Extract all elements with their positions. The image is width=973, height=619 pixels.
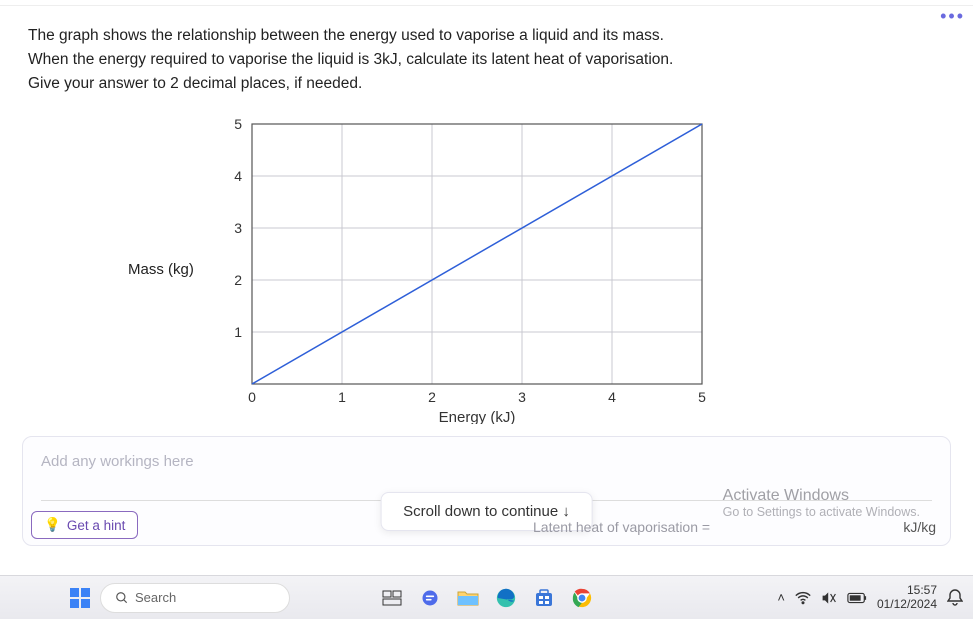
- activate-title: Activate Windows: [723, 487, 920, 505]
- get-hint-button[interactable]: 💡 Get a hint: [31, 511, 138, 539]
- question-line-2: When the energy required to vaporise the…: [28, 48, 945, 72]
- svg-text:5: 5: [698, 389, 706, 405]
- edge-icon[interactable]: [494, 586, 518, 610]
- answer-label: Latent heat of vaporisation =: [533, 519, 710, 535]
- workings-input[interactable]: Add any workings here: [41, 453, 932, 470]
- taskbar-left: Search: [70, 583, 290, 613]
- more-options-button[interactable]: •••: [940, 6, 965, 27]
- clock-date: 01/12/2024: [877, 598, 937, 611]
- svg-text:Energy (kJ): Energy (kJ): [439, 409, 516, 424]
- activate-windows-watermark: Activate Windows Go to Settings to activ…: [723, 487, 920, 519]
- svg-text:0: 0: [248, 389, 256, 405]
- tray-chevron-icon[interactable]: ˄: [777, 590, 785, 605]
- chrome-icon[interactable]: [570, 586, 594, 610]
- search-placeholder: Search: [135, 590, 176, 605]
- svg-text:2: 2: [234, 272, 242, 288]
- svg-text:5: 5: [234, 116, 242, 132]
- line-chart: 0 1 2 3 4 5 1 2 3 4 5 Energy (kJ): [212, 114, 712, 424]
- lightbulb-icon: 💡: [44, 517, 61, 533]
- file-explorer-icon[interactable]: [456, 586, 480, 610]
- svg-text:4: 4: [234, 168, 242, 184]
- svg-text:4: 4: [608, 389, 616, 405]
- svg-text:3: 3: [518, 389, 526, 405]
- task-view-icon[interactable]: [380, 586, 404, 610]
- taskbar-right: ˄ 15:57 01/12/2024: [777, 584, 963, 610]
- answer-unit: kJ/kg: [903, 519, 936, 535]
- chart-container: Mass (kg) 0 1 2 3 4 5 1 2 3 4 5 Energy (kJ): [128, 114, 945, 424]
- question-line-1: The graph shows the relationship between…: [28, 24, 945, 48]
- taskbar-center-icons: [380, 586, 594, 610]
- notifications-icon[interactable]: [947, 589, 963, 607]
- question-content: The graph shows the relationship between…: [0, 6, 973, 424]
- start-button[interactable]: [70, 588, 90, 608]
- battery-icon[interactable]: [847, 592, 867, 604]
- svg-text:3: 3: [234, 220, 242, 236]
- sound-icon[interactable]: [821, 591, 837, 605]
- hint-button-label: Get a hint: [67, 518, 126, 533]
- windows-taskbar: Search ˄ 15:57 01/12/2024: [0, 575, 973, 619]
- svg-text:1: 1: [234, 324, 242, 340]
- chat-icon[interactable]: [418, 586, 442, 610]
- page-root: ••• The graph shows the relationship bet…: [0, 0, 973, 619]
- store-icon[interactable]: [532, 586, 556, 610]
- taskbar-clock[interactable]: 15:57 01/12/2024: [877, 584, 937, 610]
- browser-top-bar: [0, 0, 973, 6]
- clock-time: 15:57: [877, 584, 937, 597]
- chart-y-axis-label: Mass (kg): [128, 261, 194, 278]
- svg-text:2: 2: [428, 389, 436, 405]
- wifi-icon[interactable]: [795, 591, 811, 605]
- question-line-3: Give your answer to 2 decimal places, if…: [28, 72, 945, 96]
- search-icon: [115, 591, 129, 605]
- svg-text:1: 1: [338, 389, 346, 405]
- activate-subtitle: Go to Settings to activate Windows.: [723, 505, 920, 519]
- answer-area: Add any workings here 💡 Get a hint Scrol…: [22, 436, 951, 546]
- taskbar-search[interactable]: Search: [100, 583, 290, 613]
